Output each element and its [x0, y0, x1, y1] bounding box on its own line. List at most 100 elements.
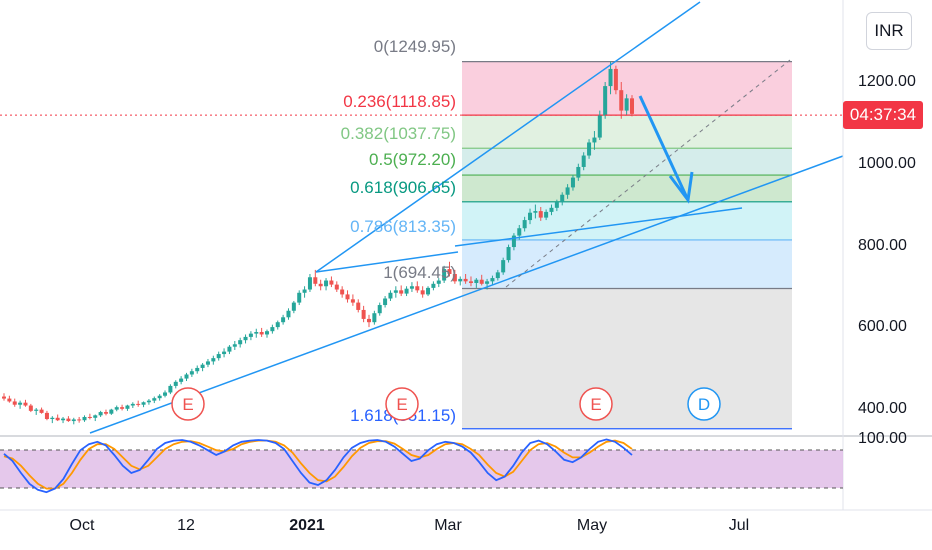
candle-body: [28, 405, 33, 411]
candle-body: [356, 302, 361, 310]
candle-body: [71, 419, 76, 422]
candle-body: [603, 86, 608, 116]
candle-body: [377, 305, 382, 314]
time-tick-jul: Jul: [729, 517, 749, 534]
upper-channel-line[interactable]: [315, 1, 701, 273]
price-tick-400: 400.00: [858, 400, 907, 417]
price-tick-600: 600.00: [858, 318, 907, 335]
fibonacci-zones: [462, 61, 792, 429]
candle-body: [103, 412, 108, 414]
candle-body: [205, 361, 210, 365]
svg-text:E: E: [396, 395, 407, 414]
candle-body: [34, 409, 39, 411]
time-axis[interactable]: Oct 12 2021 Mar May Jul: [0, 509, 932, 534]
candle-body: [426, 287, 431, 295]
candle-body: [517, 228, 522, 236]
oscillator-d-line: [3, 439, 633, 490]
candle-body: [152, 398, 157, 401]
candle-body: [200, 364, 205, 368]
candle-body: [495, 272, 500, 279]
candle-body: [120, 407, 125, 409]
fib-label-0236: 0.236(1118.85): [343, 92, 456, 111]
candlestick-series: [2, 61, 634, 425]
candle-body: [597, 115, 602, 138]
wedge-resistance-line[interactable]: [454, 207, 743, 247]
time-tick-may: May: [577, 517, 607, 534]
candle-body: [340, 289, 345, 295]
fib-zone: [462, 148, 792, 176]
candle-body: [431, 283, 436, 288]
currency-button[interactable]: INR: [866, 12, 912, 50]
price-axis[interactable]: 1200.00 1000.00 800.00 600.00 400.00: [858, 73, 916, 417]
candle-body: [485, 281, 490, 284]
candle-body: [82, 416, 87, 421]
stochastic-oscillator-pane[interactable]: 100.00: [0, 430, 907, 494]
candle-body: [254, 332, 259, 334]
candle-body: [549, 207, 554, 212]
fib-zone: [462, 239, 792, 289]
wedge-top-line[interactable]: [315, 251, 459, 273]
time-tick-mar: Mar: [434, 517, 462, 534]
candle-body: [44, 412, 49, 420]
candle-body: [227, 346, 232, 352]
candle-body: [77, 419, 82, 421]
candle-body: [232, 344, 237, 347]
candle-body: [619, 90, 624, 111]
candle-body: [474, 279, 479, 283]
candle-body: [522, 220, 527, 229]
candle-body: [334, 284, 339, 290]
candle-body: [399, 290, 404, 294]
fib-label-0382: 0.382(1037.75): [341, 124, 456, 143]
candle-body: [528, 212, 533, 221]
candle-body: [168, 385, 173, 393]
candle-body: [216, 354, 221, 359]
time-tick-12: 12: [177, 517, 195, 534]
projection-arrow-shaft[interactable]: [638, 95, 690, 201]
candle-body: [366, 318, 371, 323]
candle-body: [259, 332, 264, 335]
candle-body: [506, 247, 511, 261]
candle-body: [195, 367, 200, 372]
fib-label-0: 0(1249.95): [374, 37, 456, 56]
fib-zone: [462, 115, 792, 149]
fib-label-0618: 0.618(906.65): [350, 178, 456, 197]
lower-trend-line[interactable]: [89, 155, 844, 434]
candle-body: [265, 331, 270, 335]
candle-body: [313, 277, 318, 284]
candle-body: [18, 402, 23, 405]
candle-body: [361, 309, 366, 319]
dividend-marker[interactable]: D: [687, 387, 721, 421]
fib-label-1: 1(694.45): [383, 263, 456, 282]
candle-body: [490, 278, 495, 282]
candle-body: [61, 418, 66, 421]
candle-body: [565, 187, 570, 195]
candle-body: [87, 416, 92, 418]
candle-body: [538, 211, 543, 218]
candle-body: [318, 283, 323, 287]
fib-zone: [462, 201, 792, 240]
candle-body: [173, 381, 178, 386]
candle-body: [554, 202, 559, 208]
candle-body: [409, 286, 414, 289]
earnings-marker[interactable]: E: [385, 387, 419, 421]
candle-body: [281, 317, 286, 323]
fib-label-0786: 0.786(813.35): [350, 217, 456, 236]
candle-body: [388, 292, 393, 299]
candle-body: [404, 288, 409, 294]
candle-body: [141, 402, 146, 405]
candle-body: [189, 371, 194, 375]
candle-body: [50, 417, 55, 420]
event-markers[interactable]: E E E D: [171, 387, 721, 421]
candle-body: [275, 322, 280, 328]
earnings-marker[interactable]: E: [579, 387, 613, 421]
trendlines[interactable]: [89, 1, 844, 434]
candle-body: [608, 68, 613, 87]
candle-body: [624, 98, 629, 111]
earnings-marker[interactable]: E: [171, 387, 205, 421]
candle-body: [383, 298, 388, 306]
candle-body: [393, 290, 398, 293]
projection-arrow-head: [668, 171, 694, 204]
price-tick-1200: 1200.00: [858, 73, 916, 90]
candle-body: [570, 177, 575, 188]
